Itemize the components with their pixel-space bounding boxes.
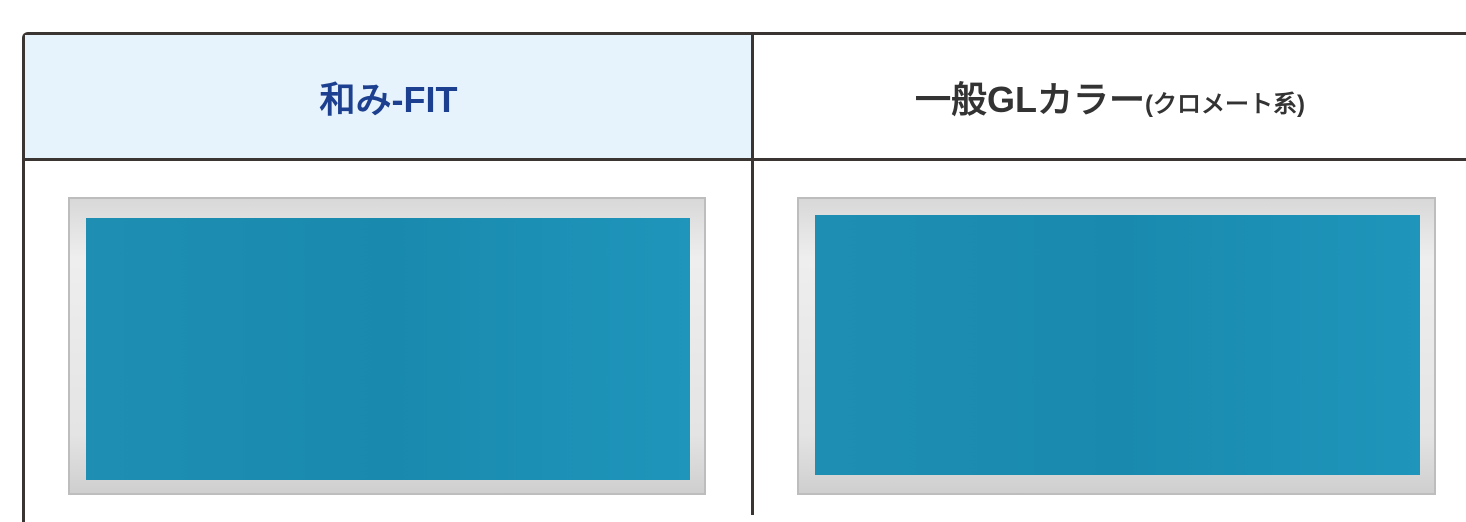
page: 和み-FIT 一般GLカラー(クロメート系) (() => { const da… [22, 32, 1466, 522]
sample-color [815, 215, 1420, 475]
table-frame [22, 32, 1466, 522]
sample-color [86, 218, 690, 480]
row-divider [25, 158, 1466, 161]
header-note: (クロメート系) [1145, 91, 1305, 118]
header-label: 和み-FIT [319, 79, 458, 120]
header-label: 一般GLカラー [915, 79, 1145, 120]
column-divider [751, 35, 754, 515]
header-cell-highlight [25, 35, 752, 159]
header-cell: 一般GLカラー(クロメート系) [754, 70, 1466, 130]
